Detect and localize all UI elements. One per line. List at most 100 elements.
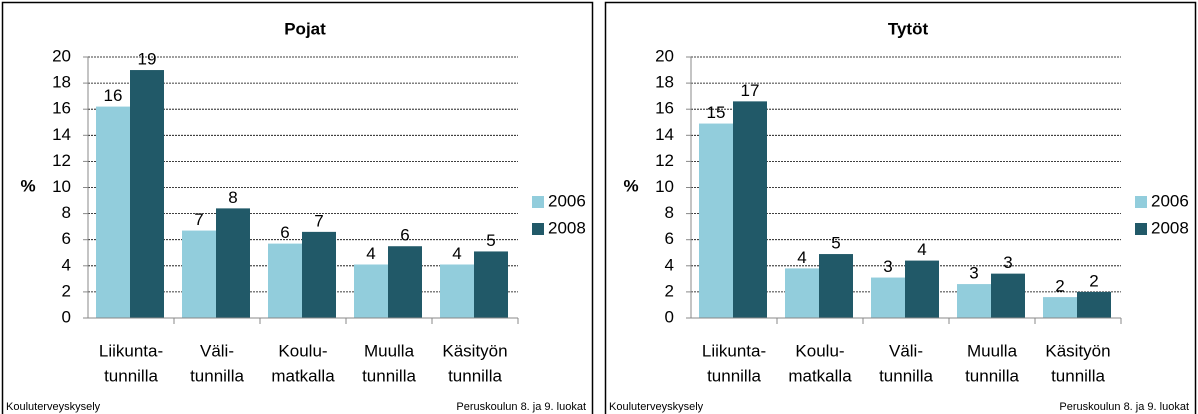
data-label: 16 bbox=[104, 86, 123, 105]
x-tick-label: tunnilla bbox=[879, 366, 933, 385]
bar bbox=[991, 273, 1025, 318]
bar bbox=[302, 231, 336, 318]
y-axis-label: % bbox=[20, 176, 35, 195]
x-tick-label: Käsityön bbox=[442, 341, 507, 360]
bar bbox=[905, 260, 939, 318]
x-tick-label: tunnilla bbox=[448, 366, 502, 385]
legend-swatch bbox=[1135, 196, 1147, 208]
y-tick-label: 8 bbox=[665, 203, 674, 222]
y-tick-label: 14 bbox=[52, 125, 71, 144]
x-tick-label: Käsityön bbox=[1045, 341, 1110, 360]
y-axis-label: % bbox=[623, 176, 638, 195]
y-tick-label: 10 bbox=[52, 177, 71, 196]
y-tick-label: 2 bbox=[665, 281, 674, 300]
y-tick-label: 0 bbox=[665, 307, 674, 326]
x-tick-label: tunnilla bbox=[707, 366, 761, 385]
x-tick-label: Muulla bbox=[364, 341, 415, 360]
bar bbox=[474, 251, 508, 318]
legend-label: 2008 bbox=[1151, 218, 1189, 237]
legend-label: 2006 bbox=[548, 191, 586, 210]
y-tick-label: 8 bbox=[62, 203, 71, 222]
chart-frame bbox=[604, 1, 1197, 414]
data-label: 5 bbox=[831, 234, 840, 253]
y-tick-label: 0 bbox=[62, 307, 71, 326]
bar bbox=[733, 101, 767, 319]
bar bbox=[216, 208, 250, 318]
y-tick-label: 4 bbox=[62, 255, 71, 274]
note: Peruskoulun 8. ja 9. luokat bbox=[1059, 401, 1189, 413]
x-tick-label: Koulu- bbox=[278, 341, 327, 360]
bar bbox=[819, 254, 853, 318]
y-tick-label: 6 bbox=[665, 229, 674, 248]
legend-swatch bbox=[1135, 223, 1147, 235]
note: Peruskoulun 8. ja 9. luokat bbox=[456, 401, 586, 413]
data-label: 7 bbox=[194, 210, 203, 229]
bar bbox=[699, 123, 733, 319]
y-tick-label: 12 bbox=[52, 151, 71, 170]
chart: Tytöt 0 2 4 6 8 10 12 14 16 18 20% 15 4 3 3 2 17 5 4 3 2 Liiku… bbox=[604, 1, 1197, 414]
y-tick-label: 16 bbox=[52, 99, 71, 118]
y-tick-label: 20 bbox=[52, 46, 71, 65]
bar bbox=[388, 246, 422, 318]
x-tick-label: Koulu- bbox=[795, 341, 844, 360]
x-tick-label: matkalla bbox=[271, 366, 335, 385]
bar bbox=[1043, 297, 1077, 318]
data-label: 3 bbox=[969, 264, 978, 283]
bar bbox=[268, 243, 302, 318]
data-label: 3 bbox=[1003, 253, 1012, 272]
chart-title: Pojat bbox=[284, 19, 326, 38]
data-label: 2 bbox=[1055, 277, 1064, 296]
y-tick-label: 16 bbox=[655, 99, 674, 118]
bar bbox=[182, 230, 216, 318]
x-tick-label: tunnilla bbox=[965, 366, 1019, 385]
x-tick-label: Väli- bbox=[200, 341, 234, 360]
chart-title: Tytöt bbox=[888, 19, 929, 38]
x-tick-label: tunnilla bbox=[1051, 366, 1105, 385]
y-tick-label: 2 bbox=[62, 281, 71, 300]
bar bbox=[130, 70, 164, 318]
data-label: 4 bbox=[917, 240, 926, 259]
y-tick-label: 6 bbox=[62, 229, 71, 248]
bar bbox=[871, 277, 905, 318]
data-label: 15 bbox=[707, 103, 726, 122]
bar bbox=[96, 106, 130, 318]
y-tick-label: 4 bbox=[665, 255, 674, 274]
y-tick-label: 12 bbox=[655, 151, 674, 170]
data-label: 8 bbox=[228, 188, 237, 207]
y-tick-label: 18 bbox=[52, 73, 71, 92]
legend-label: 2006 bbox=[1151, 191, 1189, 210]
chart-frame bbox=[1, 1, 594, 414]
bar bbox=[957, 284, 991, 318]
data-label: 19 bbox=[138, 50, 157, 69]
legend-swatch bbox=[532, 196, 544, 208]
y-tick-label: 20 bbox=[655, 46, 674, 65]
x-tick-label: Liikunta- bbox=[99, 341, 163, 360]
source: Kouluterveyskysely bbox=[6, 401, 101, 413]
x-tick-label: Muulla bbox=[967, 341, 1018, 360]
data-label: 7 bbox=[314, 211, 323, 230]
data-label: 6 bbox=[400, 226, 409, 245]
legend-swatch bbox=[532, 223, 544, 235]
data-label: 6 bbox=[280, 223, 289, 242]
legend-label: 2008 bbox=[548, 218, 586, 237]
data-label: 5 bbox=[486, 231, 495, 250]
data-label: 2 bbox=[1089, 271, 1098, 290]
data-label: 4 bbox=[452, 244, 461, 263]
x-tick-label: Väli- bbox=[889, 341, 923, 360]
y-tick-label: 14 bbox=[655, 125, 674, 144]
data-label: 4 bbox=[797, 248, 806, 267]
bar bbox=[354, 264, 388, 318]
data-label: 4 bbox=[366, 244, 375, 263]
data-label: 17 bbox=[741, 81, 760, 100]
source: Kouluterveyskysely bbox=[609, 401, 704, 413]
data-label: 3 bbox=[883, 257, 892, 276]
bar bbox=[785, 268, 819, 318]
x-tick-label: tunnilla bbox=[362, 366, 416, 385]
x-tick-label: Liikunta- bbox=[702, 341, 766, 360]
chart: Pojat 0 2 4 6 8 10 12 14 16 18 20% 16 7 6 4 4 19 8 7 6 5 Liiku… bbox=[1, 1, 594, 414]
x-tick-label: tunnilla bbox=[190, 366, 244, 385]
x-tick-label: tunnilla bbox=[104, 366, 158, 385]
x-tick-label: matkalla bbox=[788, 366, 852, 385]
y-tick-label: 10 bbox=[655, 177, 674, 196]
